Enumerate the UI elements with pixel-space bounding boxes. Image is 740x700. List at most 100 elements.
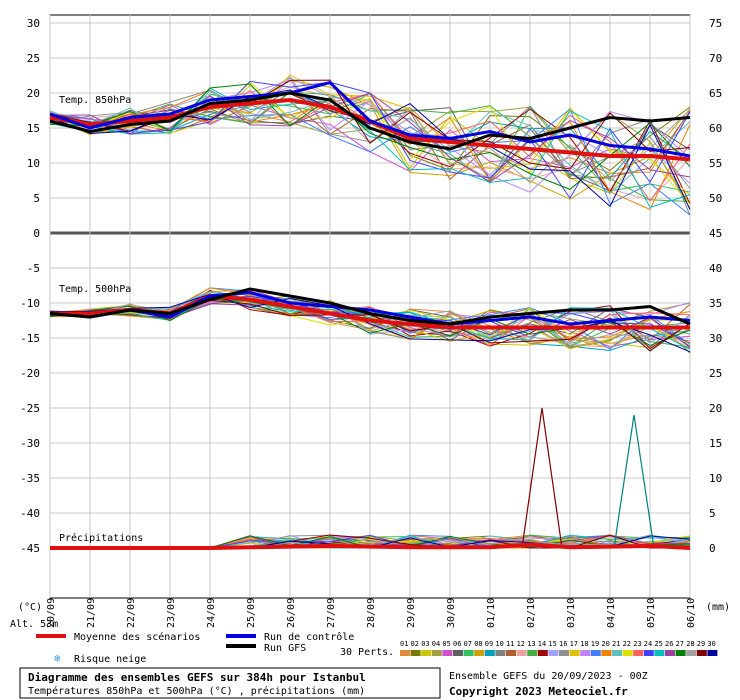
- pert-swatch: [612, 650, 622, 656]
- pert-swatch: [707, 650, 718, 656]
- series-line-500: [49, 290, 691, 326]
- pert-id: 13: [527, 640, 535, 648]
- series-line-precip: [50, 542, 691, 550]
- pert-swatch: [569, 650, 580, 656]
- y-tick-right: 35: [709, 297, 722, 310]
- y-tick-right: 15: [709, 437, 722, 450]
- y-tick-left: -40: [20, 507, 40, 520]
- pert-swatch: [643, 650, 654, 656]
- pert-id: 09: [485, 640, 493, 648]
- pert-swatch: [484, 650, 495, 656]
- pert-id: 06: [453, 640, 461, 648]
- pert-id: 16: [559, 640, 567, 648]
- y-tick-left: -25: [20, 402, 40, 415]
- ylabel-left: (°C): [18, 602, 42, 613]
- panel-label-precip: Précipitations: [59, 532, 143, 544]
- perturbation-legend: 01 02 03 04 05 06 07 08 09 10 11 12 13 14 15 16 17 18 19 20…: [400, 640, 718, 656]
- y-tick-left: -45: [20, 542, 40, 555]
- pert-id: 02: [411, 640, 419, 648]
- pert-swatch: [548, 650, 559, 656]
- y-tick-left: -35: [20, 472, 40, 485]
- y-tick-right: 55: [709, 157, 722, 170]
- pert-swatch: [400, 650, 410, 656]
- pert-swatch: [665, 650, 675, 656]
- pert-id: 23: [633, 640, 641, 648]
- legend-snow-label: Risque neige: [74, 654, 146, 665]
- pert-swatch: [474, 650, 485, 656]
- pert-swatch: [527, 650, 538, 656]
- x-tick: 28/09: [366, 598, 377, 628]
- copyright: Copyright 2023 Meteociel.fr: [449, 685, 628, 698]
- pert-line-850: [49, 76, 691, 189]
- x-tick: 06/10: [686, 598, 697, 628]
- y-tick-left: 0: [33, 227, 40, 240]
- pert-swatch: [675, 650, 686, 656]
- y-tick-right: 30: [709, 332, 722, 345]
- y-tick-left: -30: [20, 437, 40, 450]
- legend-control-swatch: [226, 634, 256, 638]
- precip-peak: [521, 407, 563, 549]
- chart-title: Diagramme des ensembles GEFS sur 384h po…: [28, 671, 366, 684]
- pert-swatch: [516, 650, 527, 656]
- x-tick: 26/09: [286, 598, 297, 628]
- panel-label-500: Temp. 500hPa: [59, 284, 131, 295]
- pert-id: 28: [686, 640, 694, 648]
- pert-swatch: [410, 650, 421, 656]
- pert-line-850: [49, 89, 691, 216]
- y-tick-left: 20: [27, 87, 40, 100]
- x-tick: 25/09: [246, 598, 257, 628]
- main-series-lines: [49, 80, 691, 550]
- legend-mean-swatch: [36, 634, 66, 638]
- pert-id: 14: [538, 640, 546, 648]
- pert-swatch: [622, 650, 633, 656]
- y-tick-left: -20: [20, 367, 40, 380]
- pert-id: 05: [442, 640, 450, 648]
- pert-id: 08: [474, 640, 482, 648]
- pert-swatch: [453, 650, 463, 656]
- y-tick-left: 25: [27, 52, 40, 65]
- x-tick: 21/09: [86, 598, 97, 628]
- y-tick-left: -5: [27, 262, 40, 275]
- x-tick: 20/09: [46, 598, 57, 628]
- x-tick: 01/10: [486, 598, 497, 628]
- pert-id: 04: [432, 640, 440, 648]
- x-tick: 05/10: [646, 598, 657, 628]
- snowflake-icon: ❄: [54, 652, 61, 665]
- pert-swatch: [463, 650, 474, 656]
- pert-line-500: [49, 292, 691, 344]
- series-line-850: [49, 91, 691, 151]
- pert-id: 18: [580, 640, 588, 648]
- x-tick: 29/09: [406, 598, 417, 628]
- y-tick-right: 45: [709, 227, 722, 240]
- pert-id: 30: [707, 640, 715, 648]
- y-tick-right: 25: [709, 367, 722, 380]
- y-tick-right: 40: [709, 262, 722, 275]
- pert-id: 12: [517, 640, 525, 648]
- y-tick-left: -10: [20, 297, 40, 310]
- pert-swatch: [431, 650, 442, 656]
- pert-swatch: [537, 650, 548, 656]
- y-tick-right: 5: [709, 507, 716, 520]
- pert-swatch: [590, 650, 601, 656]
- x-tick: 02/10: [526, 598, 537, 628]
- precip-peak: [613, 414, 655, 549]
- legend-gfs-label: Run GFS: [264, 643, 306, 654]
- panel-label-850: Temp. 850hPa: [59, 95, 131, 106]
- pert-id: 20: [601, 640, 609, 648]
- pert-id: 10: [495, 640, 503, 648]
- pert-id: 15: [548, 640, 556, 648]
- pert-id: 01: [400, 640, 408, 648]
- altitude-label: Alt. 53m: [10, 619, 58, 630]
- pert-line-850: [49, 92, 691, 183]
- x-tick: 03/10: [566, 598, 577, 628]
- pert-swatch: [654, 650, 665, 656]
- x-tick: 30/09: [446, 598, 457, 628]
- pert-id: 21: [612, 640, 620, 648]
- run-info: Ensemble GEFS du 20/09/2023 - 00Z: [449, 671, 648, 682]
- legend: Moyenne des scénarios Run de contrôle Ru…: [36, 631, 718, 665]
- pert-id: 22: [623, 640, 631, 648]
- pert-swatch: [686, 650, 697, 656]
- y-tick-right: 60: [709, 122, 722, 135]
- pert-swatch: [495, 650, 506, 656]
